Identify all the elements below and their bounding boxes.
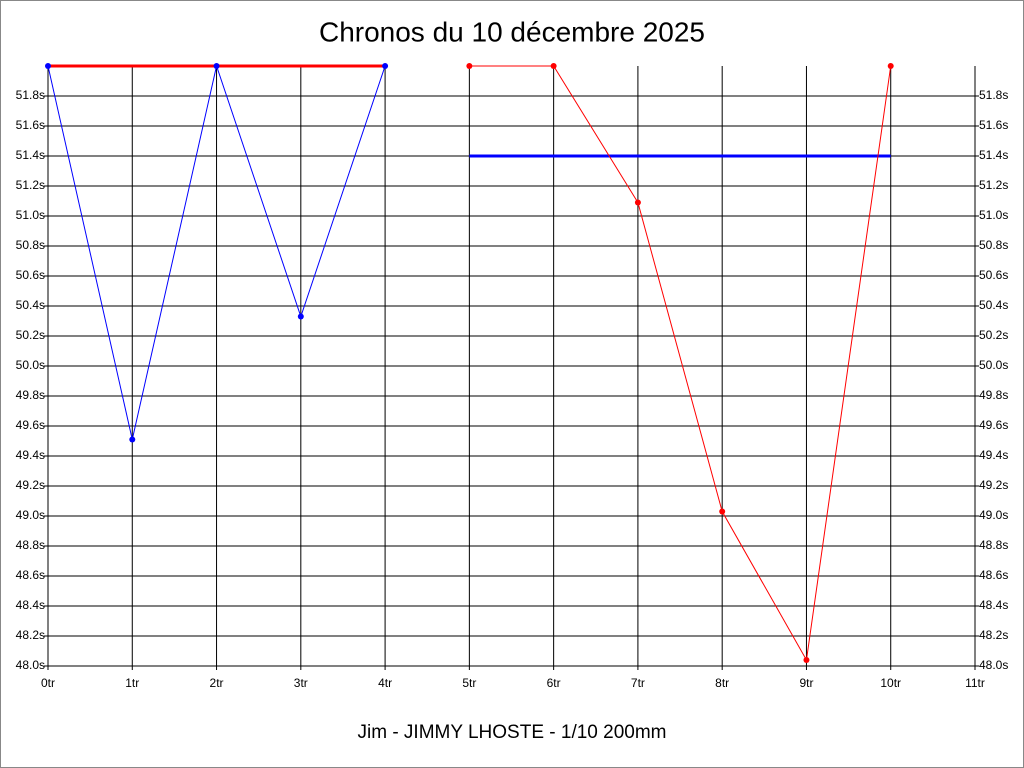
y-tick-label: 51.6s bbox=[16, 118, 45, 132]
y2-tick-label: 51.4s bbox=[979, 148, 1008, 162]
y2-tick-label: 50.0s bbox=[979, 358, 1008, 372]
data-point bbox=[803, 657, 810, 663]
y-tick-label: 48.6s bbox=[16, 568, 45, 582]
y2-tick-label: 48.6s bbox=[979, 568, 1008, 582]
y-tick-label: 50.8s bbox=[16, 238, 45, 252]
y-tick-label: 49.0s bbox=[16, 508, 45, 522]
data-point bbox=[466, 63, 473, 69]
x-tick-label: 3tr bbox=[294, 676, 308, 690]
y-tick-label: 49.8s bbox=[16, 388, 45, 402]
y2-tick-label: 49.4s bbox=[979, 448, 1008, 462]
data-point bbox=[887, 63, 894, 69]
y2-tick-label: 48.4s bbox=[979, 598, 1008, 612]
y2-tick-label: 49.0s bbox=[979, 508, 1008, 522]
y2-tick-label: 48.0s bbox=[979, 658, 1008, 672]
x-tick-label: 11tr bbox=[965, 676, 985, 690]
data-point bbox=[45, 63, 51, 69]
y-tick-label: 50.0s bbox=[16, 358, 45, 372]
x-tick-label: 1tr bbox=[125, 676, 139, 690]
y-tick-label: 48.8s bbox=[16, 538, 45, 552]
y2-tick-label: 49.2s bbox=[979, 478, 1008, 492]
y-tick-label: 50.6s bbox=[16, 268, 45, 282]
x-axis-label: Jim - JIMMY LHOSTE - 1/10 200mm bbox=[358, 722, 667, 743]
y2-tick-label: 51.0s bbox=[979, 208, 1008, 222]
y2-tick-label: 51.2s bbox=[979, 178, 1008, 192]
y2-tick-label: 50.2s bbox=[979, 328, 1008, 342]
y2-tick-label: 48.2s bbox=[979, 628, 1008, 642]
y2-tick-label: 50.4s bbox=[979, 298, 1008, 312]
x-tick-label: 8tr bbox=[715, 676, 729, 690]
y2-tick-label: 49.8s bbox=[979, 388, 1008, 402]
data-point bbox=[213, 63, 220, 69]
y-tick-label: 48.4s bbox=[16, 598, 45, 612]
data-point bbox=[634, 199, 641, 206]
x-tick-label: 7tr bbox=[631, 676, 645, 690]
x-tick-label: 10tr bbox=[880, 676, 901, 690]
y-tick-label: 51.8s bbox=[16, 88, 45, 102]
y-tick-label: 48.0s bbox=[16, 658, 45, 672]
x-tick-label: 4tr bbox=[378, 676, 392, 690]
y-tick-label: 51.0s bbox=[16, 208, 45, 222]
data-point bbox=[297, 313, 304, 320]
y2-tick-label: 50.8s bbox=[979, 238, 1008, 252]
x-tick-label: 6tr bbox=[547, 676, 561, 690]
series-line bbox=[469, 65, 892, 662]
y-tick-label: 51.2s bbox=[16, 178, 45, 192]
data-point bbox=[382, 63, 389, 69]
y-tick-label: 49.6s bbox=[16, 418, 45, 432]
y2-tick-label: 51.8s bbox=[979, 88, 1008, 102]
x-tick-label: 5tr bbox=[462, 676, 476, 690]
y2-tick-label: 48.8s bbox=[979, 538, 1008, 552]
y2-tick-label: 49.6s bbox=[979, 418, 1008, 432]
data-point bbox=[129, 436, 136, 443]
x-tick-label: 2tr bbox=[210, 676, 224, 690]
data-point bbox=[550, 63, 557, 69]
chart-title: Chronos du 10 décembre 2025 bbox=[319, 16, 705, 47]
y-tick-label: 50.4s bbox=[16, 298, 45, 312]
y-tick-label: 48.2s bbox=[16, 628, 45, 642]
data-point bbox=[719, 508, 726, 515]
y-tick-label: 50.2s bbox=[16, 328, 45, 342]
y2-tick-label: 51.6s bbox=[979, 118, 1008, 132]
x-tick-label: 0tr bbox=[41, 676, 55, 690]
y-tick-label: 49.4s bbox=[16, 448, 45, 462]
y2-tick-label: 50.6s bbox=[979, 268, 1008, 282]
y-tick-label: 51.4s bbox=[16, 148, 45, 162]
x-tick-label: 9tr bbox=[799, 676, 813, 690]
y-tick-label: 49.2s bbox=[16, 478, 45, 492]
